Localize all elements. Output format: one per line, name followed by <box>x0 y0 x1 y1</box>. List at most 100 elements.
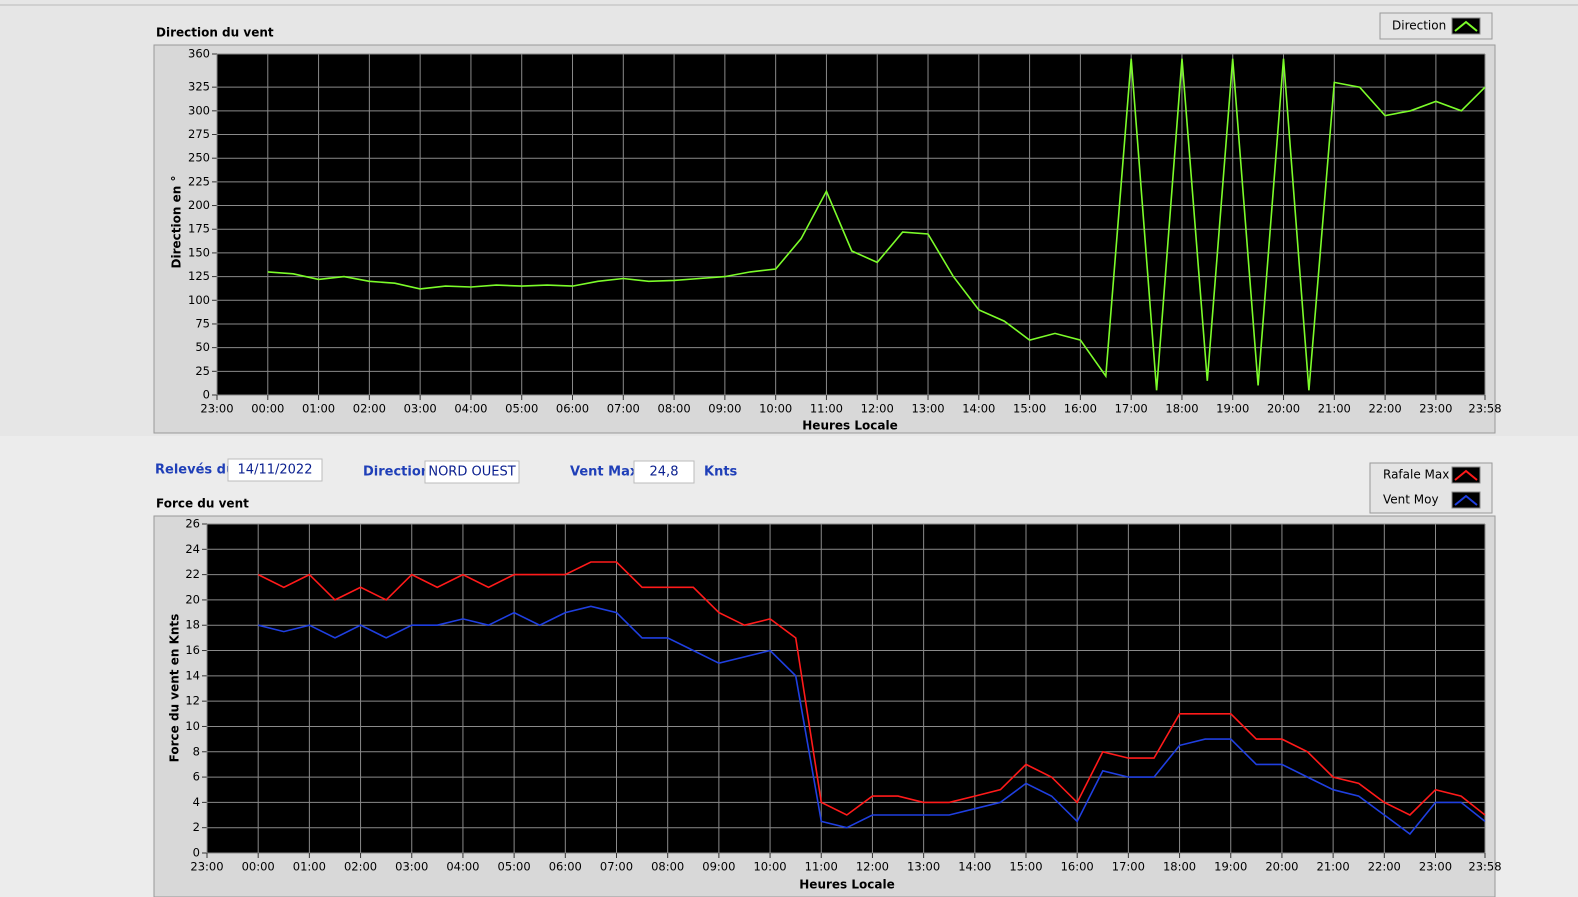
y-axis-label: Direction en ° <box>170 176 184 269</box>
y-tick-label: 250 <box>188 151 210 165</box>
y-axis-label: Force du vent en Knts <box>168 614 182 763</box>
legend-label: Rafale Max <box>1383 468 1449 482</box>
x-tick-label: 10:00 <box>753 860 786 874</box>
y-tick-label: 16 <box>185 643 200 657</box>
y-tick-label: 2 <box>193 820 200 834</box>
x-tick-label: 11:00 <box>810 402 843 416</box>
x-tick-label: 01:00 <box>302 402 335 416</box>
x-tick-label: 09:00 <box>708 402 741 416</box>
legend-label: Vent Moy <box>1383 493 1439 507</box>
direction-label: Direction <box>363 465 430 480</box>
direction-field[interactable] <box>424 460 520 484</box>
x-tick-label: 12:00 <box>856 860 889 874</box>
y-tick-label: 360 <box>188 47 210 61</box>
x-tick-label: 14:00 <box>958 860 991 874</box>
x-axis-label: Heures Locale <box>799 878 894 892</box>
x-tick-label: 19:00 <box>1216 402 1249 416</box>
x-tick-label: 04:00 <box>454 402 487 416</box>
y-tick-label: 325 <box>188 80 210 94</box>
x-tick-label: 07:00 <box>607 402 640 416</box>
x-tick-label: 14:00 <box>962 402 995 416</box>
x-tick-label: 15:00 <box>1013 402 1046 416</box>
y-tick-label: 100 <box>188 293 210 307</box>
y-tick-label: 175 <box>188 222 210 236</box>
x-axis-label: Heures Locale <box>802 419 897 433</box>
x-tick-label: 23:00 <box>1419 402 1452 416</box>
plot-area <box>217 54 1485 395</box>
x-tick-label: 19:00 <box>1214 860 1247 874</box>
y-tick-label: 0 <box>193 846 200 860</box>
legend-line <box>1454 494 1478 506</box>
x-tick-label: 17:00 <box>1112 860 1145 874</box>
y-tick-label: 14 <box>185 668 200 682</box>
data-line <box>258 605 1486 836</box>
y-tick-label: 25 <box>195 364 210 378</box>
x-tick-label: 17:00 <box>1115 402 1148 416</box>
y-tick-label: 24 <box>185 542 200 556</box>
data-line <box>267 58 1486 391</box>
x-tick-label: 11:00 <box>805 860 838 874</box>
x-tick-label: 13:00 <box>911 402 944 416</box>
x-tick-label: 08:00 <box>651 860 684 874</box>
y-tick-label: 150 <box>188 245 210 259</box>
max-field[interactable] <box>633 460 695 484</box>
x-tick-label: 06:00 <box>556 402 589 416</box>
date-label: Relevés du <box>155 463 235 478</box>
x-tick-label: 21:00 <box>1317 860 1350 874</box>
x-tick-label: 15:00 <box>1009 860 1042 874</box>
y-tick-label: 20 <box>185 592 200 606</box>
y-tick-label: 300 <box>188 103 210 117</box>
y-tick-label: 10 <box>185 719 200 733</box>
plot-area <box>207 524 1485 853</box>
max-value: 24,8 <box>650 465 679 480</box>
y-tick-label: 200 <box>188 198 210 212</box>
x-tick-label: 23:00 <box>1419 860 1452 874</box>
x-tick-label: 23:00 <box>190 860 223 874</box>
y-tick-label: 4 <box>193 795 200 809</box>
y-tick-label: 75 <box>195 316 210 330</box>
x-tick-label: 20:00 <box>1267 402 1300 416</box>
x-tick-label: 16:00 <box>1061 860 1094 874</box>
x-tick-label: 22:00 <box>1369 402 1402 416</box>
x-tick-label: 01:00 <box>293 860 326 874</box>
x-tick-label: 02:00 <box>353 402 386 416</box>
y-tick-label: 6 <box>193 770 200 784</box>
x-tick-label: 18:00 <box>1165 402 1198 416</box>
y-tick-label: 125 <box>188 269 210 283</box>
x-tick-label: 16:00 <box>1064 402 1097 416</box>
legend-swatch <box>1451 466 1481 484</box>
x-tick-label: 23:58 <box>1468 860 1501 874</box>
y-tick-label: 22 <box>185 567 200 581</box>
x-tick-label: 02:00 <box>344 860 377 874</box>
chart-title: Force du vent <box>156 497 249 511</box>
y-tick-label: 0 <box>203 388 210 402</box>
date-field[interactable] <box>227 458 323 482</box>
x-tick-label: 07:00 <box>600 860 633 874</box>
legend-line <box>1454 20 1478 32</box>
x-tick-label: 21:00 <box>1318 402 1351 416</box>
x-tick-label: 03:00 <box>404 402 437 416</box>
x-tick-label: 05:00 <box>505 402 538 416</box>
legend-line <box>1454 469 1478 481</box>
chart-title: Direction du vent <box>156 26 274 40</box>
x-tick-label: 09:00 <box>702 860 735 874</box>
x-tick-label: 05:00 <box>498 860 531 874</box>
x-tick-label: 12:00 <box>861 402 894 416</box>
x-tick-label: 04:00 <box>446 860 479 874</box>
x-tick-label: 10:00 <box>759 402 792 416</box>
y-tick-label: 18 <box>185 618 200 632</box>
x-tick-label: 13:00 <box>907 860 940 874</box>
x-tick-label: 18:00 <box>1163 860 1196 874</box>
x-tick-label: 06:00 <box>549 860 582 874</box>
date-value: 14/11/2022 <box>238 463 313 478</box>
y-tick-label: 225 <box>188 174 210 188</box>
y-tick-label: 50 <box>195 340 210 354</box>
legend-swatch <box>1451 17 1481 35</box>
x-tick-label: 00:00 <box>251 402 284 416</box>
x-tick-label: 20:00 <box>1265 860 1298 874</box>
unit-label: Knts <box>704 465 738 480</box>
direction-value: NORD OUEST <box>428 465 515 480</box>
legend-swatch <box>1451 491 1481 509</box>
x-tick-label: 23:00 <box>200 402 233 416</box>
